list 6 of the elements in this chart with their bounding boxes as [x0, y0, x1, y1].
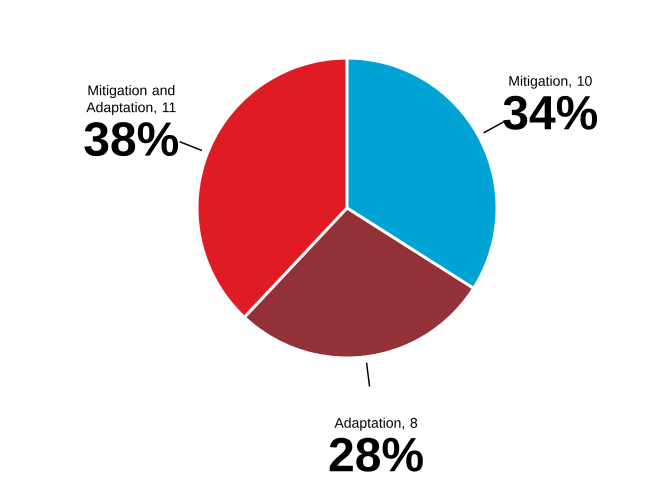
- slice-label: Mitigation and Adaptation, 11: [86, 84, 176, 116]
- slice-label: Mitigation, 10: [509, 76, 592, 89]
- data-label: 28%: [330, 438, 423, 472]
- slice-label: Adaptation, 8: [334, 418, 418, 431]
- data-label: 38%: [84, 122, 178, 156]
- data-label: 34%: [503, 96, 598, 130]
